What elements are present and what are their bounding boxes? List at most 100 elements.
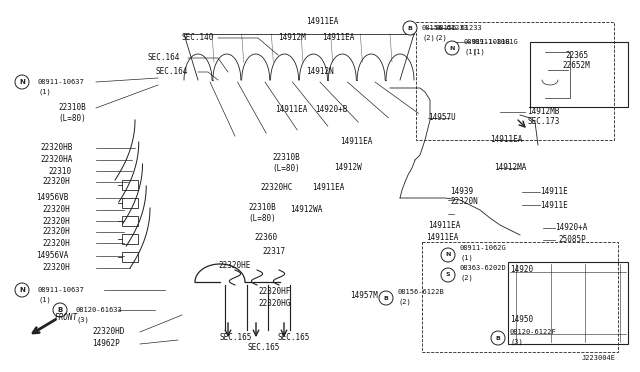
Circle shape xyxy=(15,283,29,297)
Text: SEC.173: SEC.173 xyxy=(527,118,559,126)
Text: 08911-1081G: 08911-1081G xyxy=(472,39,519,45)
Text: 22365: 22365 xyxy=(565,51,588,60)
Text: SEC.165: SEC.165 xyxy=(278,334,310,343)
Text: 22360: 22360 xyxy=(254,234,277,243)
Text: 14912W: 14912W xyxy=(334,164,362,173)
Bar xyxy=(122,216,138,226)
Text: 14920+B: 14920+B xyxy=(315,106,348,115)
Text: (1): (1) xyxy=(464,49,477,55)
Text: 14911E: 14911E xyxy=(540,187,568,196)
Text: 14911EA: 14911EA xyxy=(340,138,372,147)
Text: 14911EA: 14911EA xyxy=(428,221,460,230)
Text: FRONT: FRONT xyxy=(55,314,78,323)
Bar xyxy=(122,234,138,244)
Text: (1): (1) xyxy=(472,49,484,55)
Circle shape xyxy=(491,331,505,345)
Text: 22652M: 22652M xyxy=(562,61,589,70)
Text: 22320HF: 22320HF xyxy=(258,288,291,296)
Text: 25085P: 25085P xyxy=(558,235,586,244)
Text: 14912MB: 14912MB xyxy=(527,108,559,116)
Text: 22310B: 22310B xyxy=(58,103,86,112)
Text: 22310B: 22310B xyxy=(272,154,300,163)
Text: (3): (3) xyxy=(510,339,523,345)
Circle shape xyxy=(441,248,455,262)
Text: B: B xyxy=(408,26,412,31)
Text: 22320HE: 22320HE xyxy=(218,260,250,269)
Text: 14911EA: 14911EA xyxy=(312,183,344,192)
Text: (1): (1) xyxy=(460,255,473,261)
Text: 22310B: 22310B xyxy=(248,203,276,212)
Text: 22320HG: 22320HG xyxy=(258,299,291,308)
Text: 14911EA: 14911EA xyxy=(275,106,307,115)
Text: (L=80): (L=80) xyxy=(58,113,86,122)
Text: 08911-10637: 08911-10637 xyxy=(38,79,84,85)
Bar xyxy=(530,42,628,107)
Text: SEC.140: SEC.140 xyxy=(182,33,214,42)
Text: B: B xyxy=(58,307,63,313)
Circle shape xyxy=(441,268,455,282)
Text: SEC.165: SEC.165 xyxy=(248,343,280,353)
Text: 14962P: 14962P xyxy=(92,340,120,349)
Text: 14912WA: 14912WA xyxy=(290,205,323,215)
Text: (2): (2) xyxy=(422,35,435,41)
Text: (L=80): (L=80) xyxy=(272,164,300,173)
Circle shape xyxy=(445,41,459,55)
Bar xyxy=(508,262,628,344)
Text: 22317: 22317 xyxy=(262,247,285,257)
Text: SEC.164: SEC.164 xyxy=(148,54,180,62)
Text: 08156-61233: 08156-61233 xyxy=(435,25,482,31)
Text: (1): (1) xyxy=(38,89,51,95)
Text: (1): (1) xyxy=(38,297,51,303)
Text: N: N xyxy=(19,79,25,85)
Text: N: N xyxy=(449,45,454,51)
Text: 22320H: 22320H xyxy=(42,217,70,225)
Text: 22320HB: 22320HB xyxy=(40,144,72,153)
Text: 08911-1081G: 08911-1081G xyxy=(464,39,511,45)
Text: S: S xyxy=(445,273,451,278)
Text: 08363-6202D: 08363-6202D xyxy=(460,265,507,271)
Bar xyxy=(122,252,138,262)
Text: 22310: 22310 xyxy=(48,167,71,176)
Text: 14939: 14939 xyxy=(450,187,473,196)
Text: 22320H: 22320H xyxy=(42,228,70,237)
Text: 14920: 14920 xyxy=(510,266,533,275)
Text: N: N xyxy=(19,287,25,293)
Text: 14911EA: 14911EA xyxy=(322,33,355,42)
Text: (3): (3) xyxy=(76,317,89,323)
Text: 22320H: 22320H xyxy=(42,205,70,215)
Text: 14956VB: 14956VB xyxy=(36,193,68,202)
Text: (2): (2) xyxy=(435,35,448,41)
Text: 14957M: 14957M xyxy=(350,291,378,299)
Circle shape xyxy=(379,291,393,305)
Text: 14950: 14950 xyxy=(510,315,533,324)
Text: B: B xyxy=(383,295,388,301)
Text: 14912MA: 14912MA xyxy=(494,164,526,173)
Text: 14912N: 14912N xyxy=(306,67,333,77)
Text: 14920+A: 14920+A xyxy=(555,224,588,232)
Text: (2): (2) xyxy=(460,275,473,281)
Text: 22320HC: 22320HC xyxy=(260,183,292,192)
Text: 08911-1062G: 08911-1062G xyxy=(460,245,507,251)
Text: 22320H: 22320H xyxy=(42,263,70,273)
Circle shape xyxy=(403,21,417,35)
Text: 14911E: 14911E xyxy=(540,201,568,209)
Text: SEC.164: SEC.164 xyxy=(155,67,188,77)
Text: 08156-61233: 08156-61233 xyxy=(422,25,468,31)
Bar xyxy=(122,180,138,190)
Text: 22320HA: 22320HA xyxy=(40,155,72,164)
Text: 08120-6122F: 08120-6122F xyxy=(510,329,557,335)
Text: 22320N: 22320N xyxy=(450,198,477,206)
Circle shape xyxy=(15,75,29,89)
Text: 14957U: 14957U xyxy=(428,113,456,122)
Text: 22320H: 22320H xyxy=(42,238,70,247)
Text: 14911EA: 14911EA xyxy=(426,232,458,241)
Text: J223004E: J223004E xyxy=(582,355,616,361)
Text: 08156-6122B: 08156-6122B xyxy=(398,289,445,295)
Text: B: B xyxy=(495,336,500,340)
Text: 14912M: 14912M xyxy=(278,33,306,42)
Circle shape xyxy=(53,303,67,317)
Text: 14911EA: 14911EA xyxy=(490,135,522,144)
Text: (L=80): (L=80) xyxy=(248,214,276,222)
Text: 14911EA: 14911EA xyxy=(306,17,339,26)
Bar xyxy=(422,242,618,352)
